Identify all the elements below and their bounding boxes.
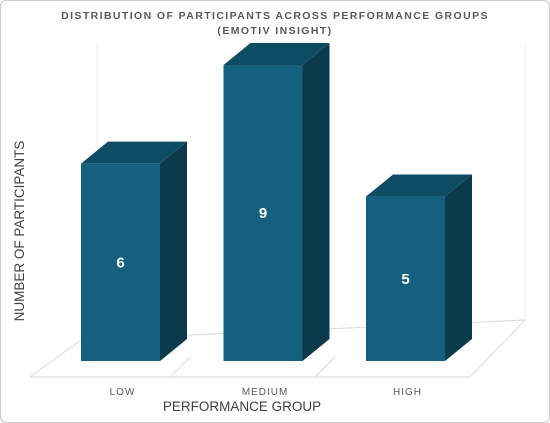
bar-side-face [445,174,472,361]
floor-front-edge [30,319,526,378]
bar-side-face [302,43,330,361]
data-label: 6 [116,254,124,271]
chart-title-line-1: DISTRIBUTION OF PARTICIPANTS ACROSS PERF… [61,10,489,22]
bar-top-face [223,43,330,65]
bars-group [81,43,472,361]
y-axis-title: NUMBER OF PARTICIPANTS [12,141,27,322]
data-label: 5 [401,271,409,288]
chart-title-line-2: (EMOTIV INSIGHT) [217,25,333,37]
bar-top-face [81,141,187,164]
floor-category-divider [314,356,336,378]
floor-category-divider [169,356,191,378]
x-tick-label: LOW [110,387,136,398]
x-axis-title: PERFORMANCE GROUP [163,399,321,414]
bar-high [366,196,445,361]
labels-group: 6 LOW 9 MEDIUM 5 HIGH [110,205,422,398]
bar-top-face [366,174,472,197]
bar-medium [223,65,303,361]
x-tick-label: HIGH [393,387,422,398]
bar-side-face [160,141,187,361]
bar-low [81,163,160,361]
x-tick-label: MEDIUM [242,387,289,398]
data-label: 9 [259,205,267,222]
